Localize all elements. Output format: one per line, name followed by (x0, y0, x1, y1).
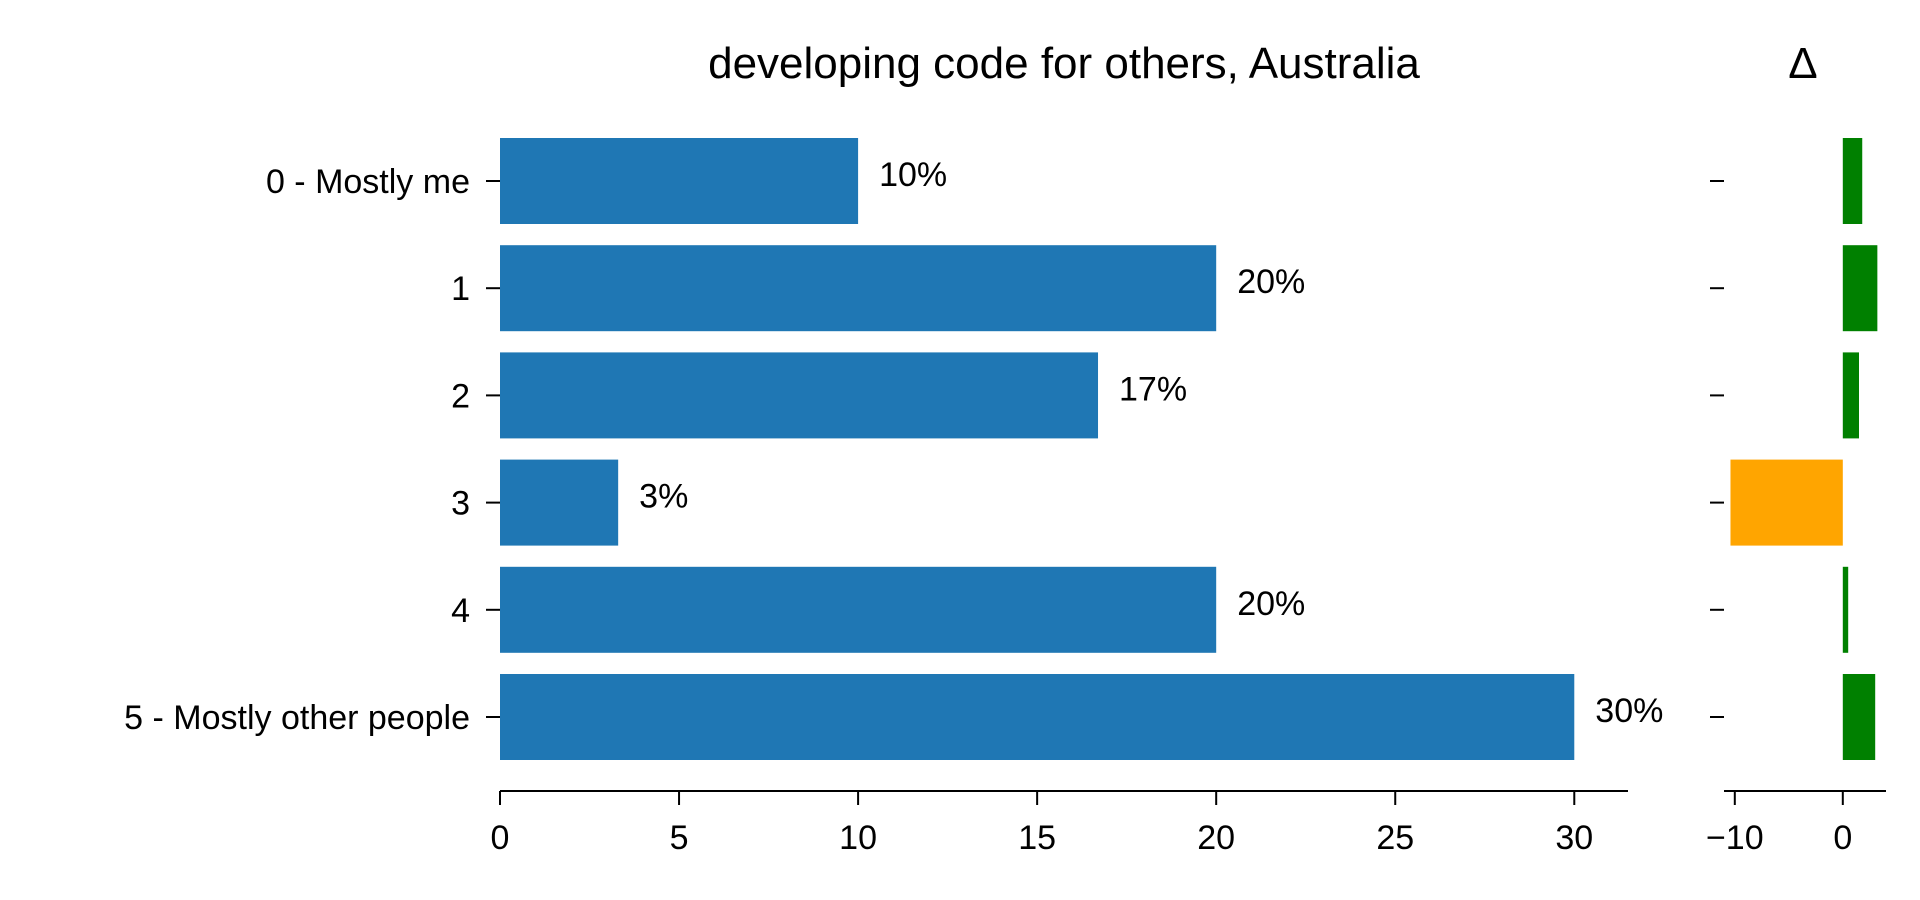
data-label: 20% (1237, 263, 1305, 301)
delta-x-tick-label: 0 (1833, 819, 1852, 857)
bar (500, 566, 1217, 653)
delta-chart-title: Δ (1788, 39, 1817, 88)
bar (500, 245, 1217, 332)
delta-bar (1842, 352, 1859, 439)
x-tick-label: 5 (670, 819, 689, 857)
x-tick-label: 0 (491, 819, 510, 857)
delta-bar (1842, 566, 1849, 653)
main-bar-plot: 10% 0 - Mostly me 20% 1 17% 2 3% 3 20% 4 30% 5 - Mo… (124, 138, 1663, 857)
delta-x-tick-label: −10 (1706, 819, 1764, 857)
x-tick-label: 30 (1555, 819, 1593, 857)
delta-bar (1842, 674, 1876, 760)
category-label: 0 - Mostly me (266, 163, 470, 201)
delta-bar-plot: −10 0 (1706, 138, 1886, 857)
main-chart-title: developing code for others, Australia (708, 39, 1420, 88)
data-label: 10% (879, 156, 947, 194)
x-tick-label: 15 (1018, 819, 1056, 857)
delta-bar (1730, 459, 1843, 546)
data-label: 17% (1119, 370, 1187, 408)
delta-bar (1842, 138, 1863, 224)
delta-bar (1842, 245, 1878, 332)
data-label: 3% (639, 478, 688, 516)
bar (500, 352, 1099, 439)
data-label: 30% (1595, 692, 1663, 730)
category-label: 4 (451, 592, 470, 630)
bar (500, 459, 619, 546)
bar (500, 674, 1575, 760)
bar (500, 138, 859, 224)
category-label: 3 (451, 485, 470, 523)
category-label: 1 (451, 270, 470, 308)
x-tick-label: 10 (839, 819, 877, 857)
category-label: 2 (451, 377, 470, 415)
x-tick-label: 20 (1197, 819, 1235, 857)
x-tick-label: 25 (1376, 819, 1414, 857)
category-label: 5 - Mostly other people (124, 699, 470, 737)
data-label: 20% (1237, 585, 1305, 623)
